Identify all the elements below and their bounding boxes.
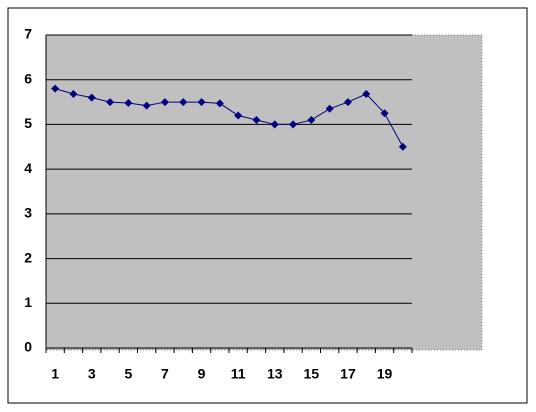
x-tick-label: 15 bbox=[304, 366, 320, 382]
data-marker bbox=[160, 98, 169, 107]
data-marker bbox=[197, 98, 206, 107]
data-marker bbox=[307, 115, 316, 124]
plot-area bbox=[45, 34, 483, 351]
data-marker bbox=[51, 84, 60, 93]
x-tick-label: 1 bbox=[51, 366, 59, 382]
data-marker bbox=[343, 98, 352, 107]
data-marker bbox=[380, 109, 389, 118]
y-tick-label: 2 bbox=[24, 249, 32, 265]
x-tick-label: 19 bbox=[377, 366, 393, 382]
y-tick-label: 3 bbox=[24, 205, 32, 221]
x-tick-label: 7 bbox=[161, 366, 169, 382]
data-marker bbox=[179, 98, 188, 107]
x-tick-label: 9 bbox=[198, 366, 206, 382]
data-marker bbox=[398, 142, 407, 151]
x-tick-label: 5 bbox=[124, 366, 132, 382]
y-tick-label: 4 bbox=[24, 160, 32, 176]
data-marker bbox=[362, 90, 371, 99]
data-marker bbox=[106, 98, 115, 107]
data-marker bbox=[325, 104, 334, 113]
x-tick-label: 11 bbox=[231, 366, 246, 382]
data-marker bbox=[289, 120, 298, 129]
data-marker bbox=[87, 93, 96, 102]
y-tick-label: 0 bbox=[24, 339, 32, 355]
data-marker bbox=[234, 111, 243, 120]
y-tick-label: 7 bbox=[24, 26, 32, 42]
x-tick-label: 3 bbox=[88, 366, 96, 382]
y-tick-label: 5 bbox=[24, 115, 32, 131]
x-tick-label: 17 bbox=[340, 366, 356, 382]
y-tick-label: 6 bbox=[24, 70, 32, 86]
data-marker bbox=[69, 90, 78, 99]
x-tick-label: 13 bbox=[267, 366, 283, 382]
data-marker bbox=[124, 98, 133, 107]
data-marker bbox=[270, 120, 279, 129]
data-marker bbox=[142, 101, 151, 110]
y-tick-label: 1 bbox=[24, 294, 32, 310]
data-marker bbox=[252, 115, 261, 124]
data-marker bbox=[215, 99, 224, 108]
